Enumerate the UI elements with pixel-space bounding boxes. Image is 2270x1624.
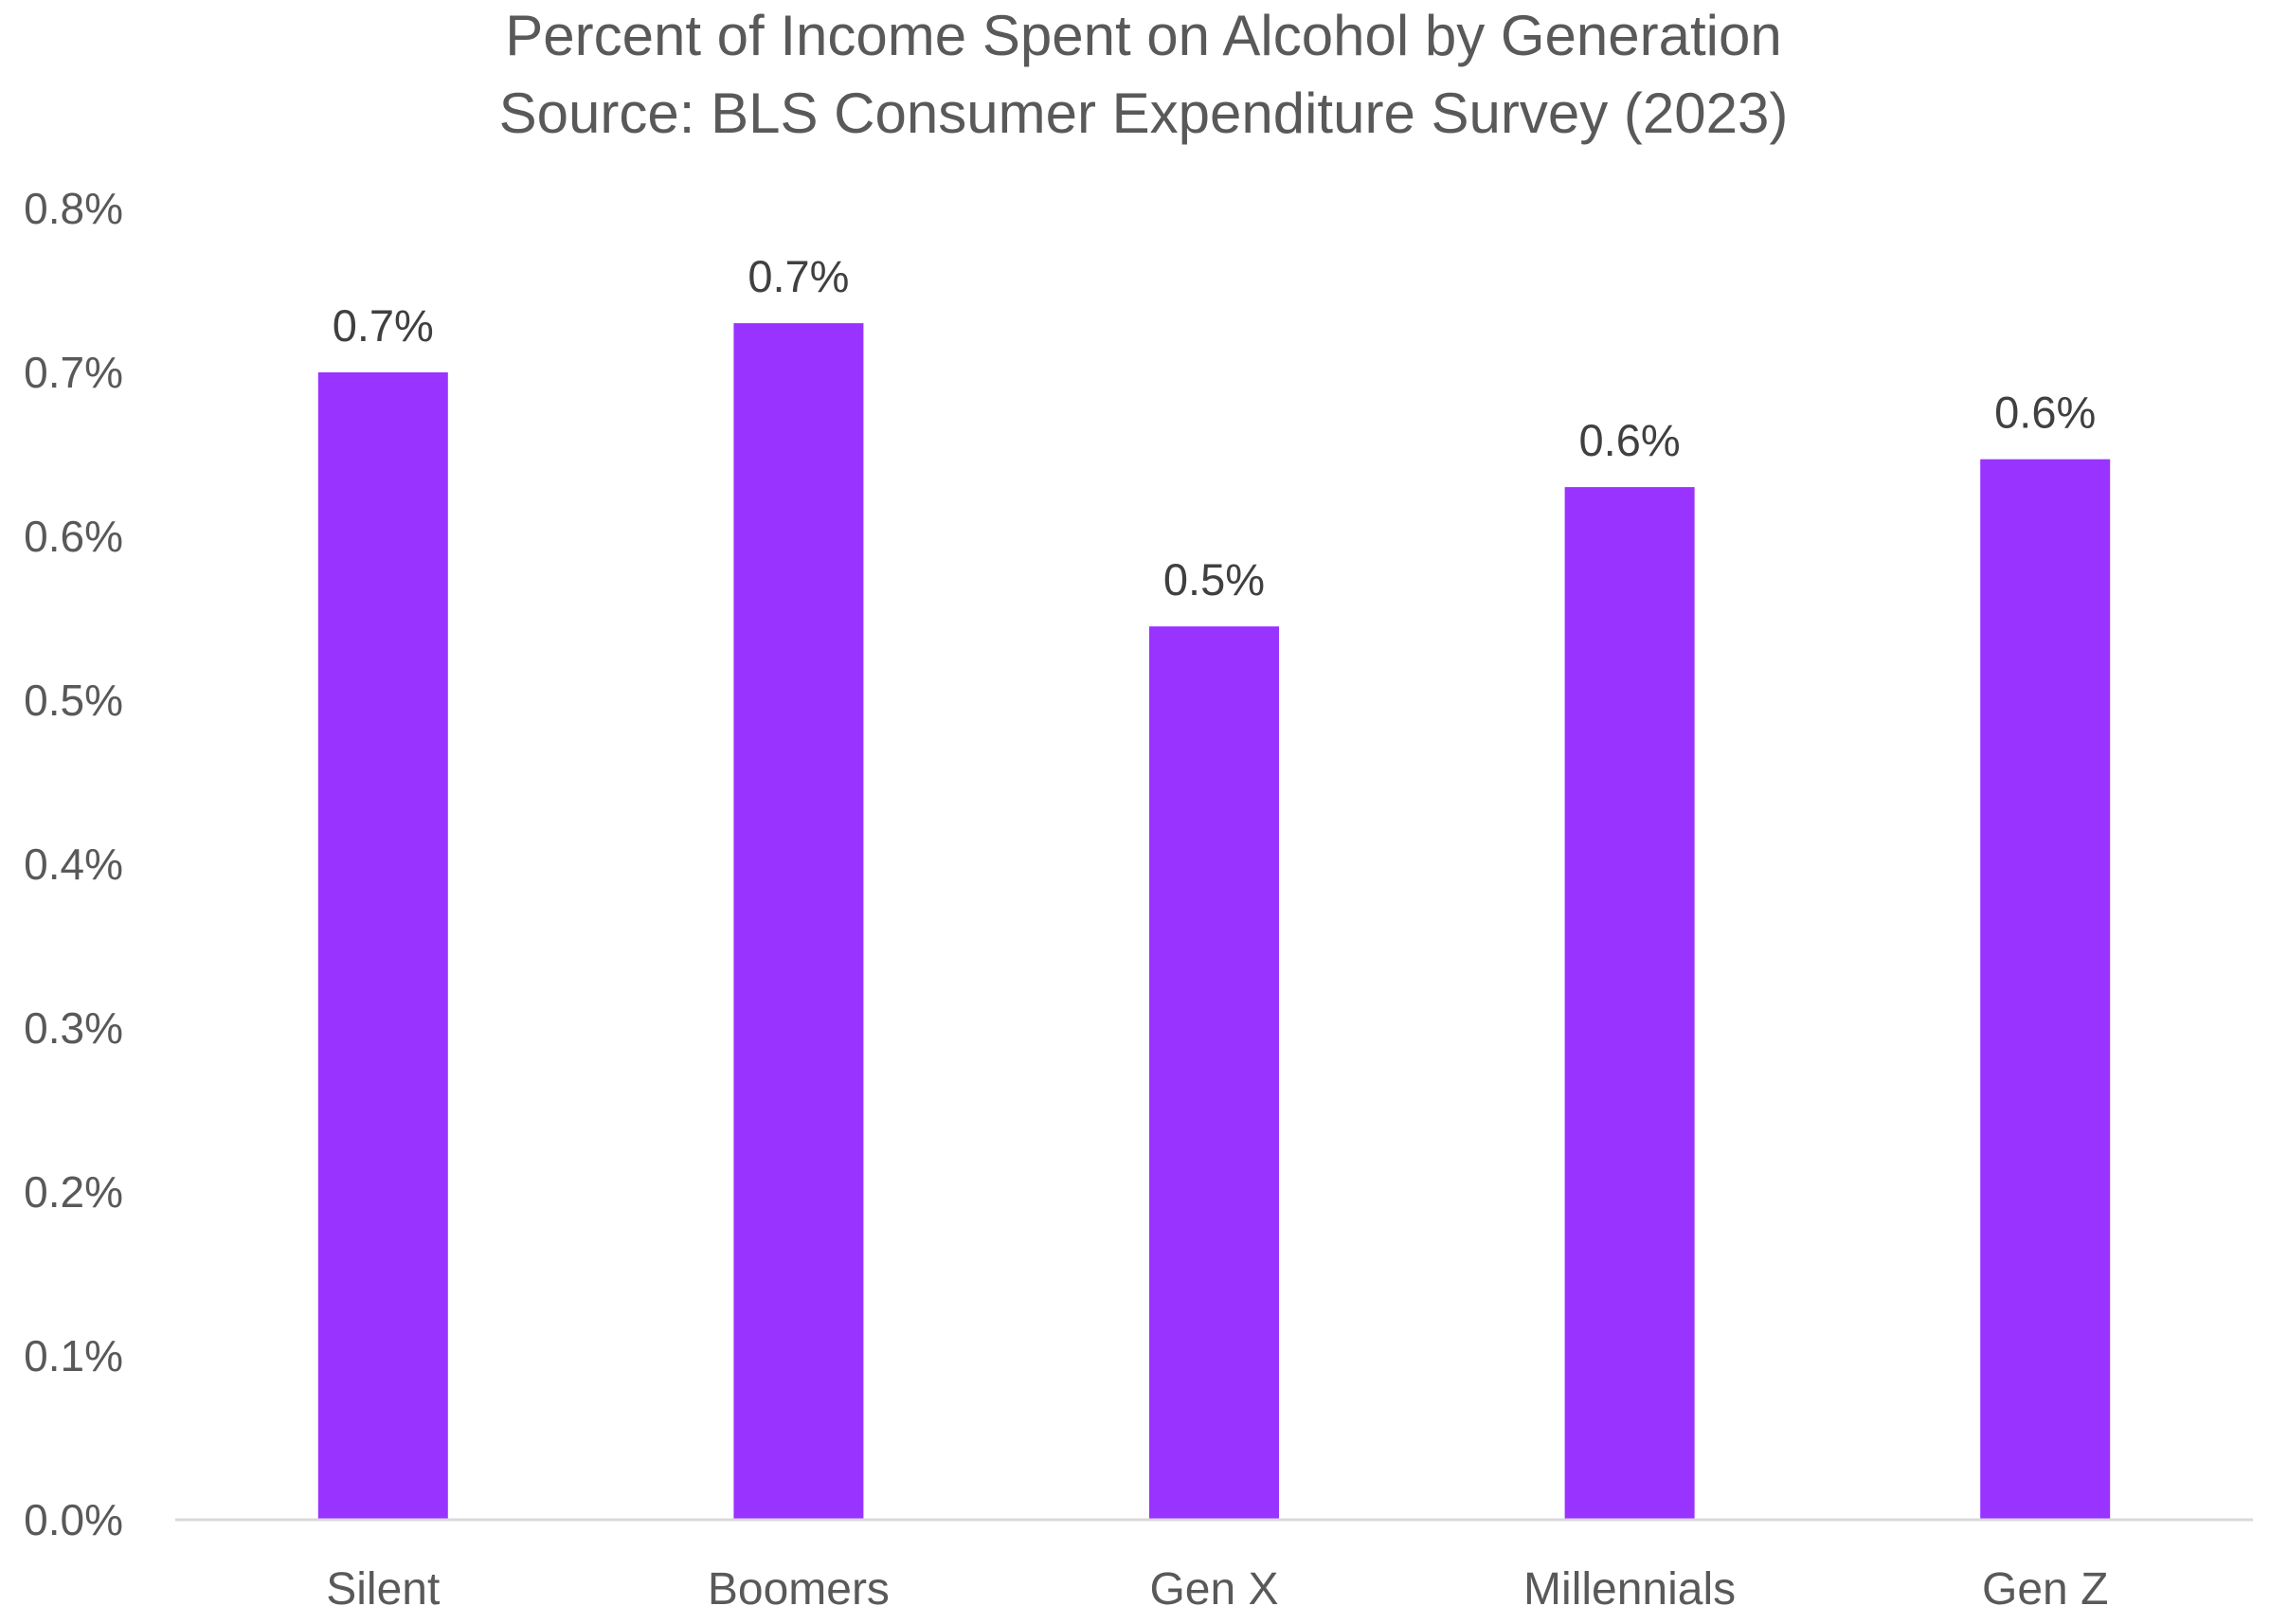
x-category-label: Silent xyxy=(326,1564,440,1615)
data-label: 0.7% xyxy=(333,300,434,351)
y-tick-label: 0.6% xyxy=(24,512,123,561)
data-label: 0.6% xyxy=(1579,415,1681,465)
y-tick-label: 0.5% xyxy=(24,676,123,725)
x-category-label: Millennials xyxy=(1523,1564,1736,1615)
bars-group xyxy=(317,323,2111,1521)
data-label: 0.5% xyxy=(1163,554,1265,604)
chart-subtitle: Source: BLS Consumer Expenditure Survey … xyxy=(499,81,1789,145)
bar-boomers xyxy=(733,323,864,1521)
y-tick-label: 0.2% xyxy=(24,1167,123,1217)
data-label: 0.7% xyxy=(748,251,849,301)
x-category-label: Boomers xyxy=(708,1564,890,1615)
y-tick-label: 0.1% xyxy=(24,1331,123,1380)
bar-gen-x xyxy=(1149,626,1279,1520)
y-axis: 0.0% 0.1% 0.2% 0.3% 0.4% 0.5% 0.6% 0.7% 0.8% xyxy=(24,184,123,1544)
data-label: 0.6% xyxy=(1994,388,2096,438)
y-tick-label: 0.3% xyxy=(24,1003,123,1053)
y-tick-label: 0.0% xyxy=(24,1495,123,1544)
x-axis: Silent Boomers Gen X Millennials Gen Z xyxy=(326,1564,2108,1615)
x-category-label: Gen Z xyxy=(1982,1564,2108,1615)
chart-title: Percent of Income Spent on Alcohol by Ge… xyxy=(505,4,1782,67)
bar-gen-z xyxy=(1980,459,2111,1521)
y-tick-label: 0.8% xyxy=(24,184,123,233)
data-labels-group: 0.7% 0.7% 0.5% 0.6% 0.6% xyxy=(333,251,2097,604)
x-category-label: Gen X xyxy=(1149,1564,1278,1615)
bar-millennials xyxy=(1564,487,1695,1520)
y-tick-label: 0.7% xyxy=(24,348,123,397)
bar-silent xyxy=(317,372,448,1520)
y-tick-label: 0.4% xyxy=(24,839,123,889)
